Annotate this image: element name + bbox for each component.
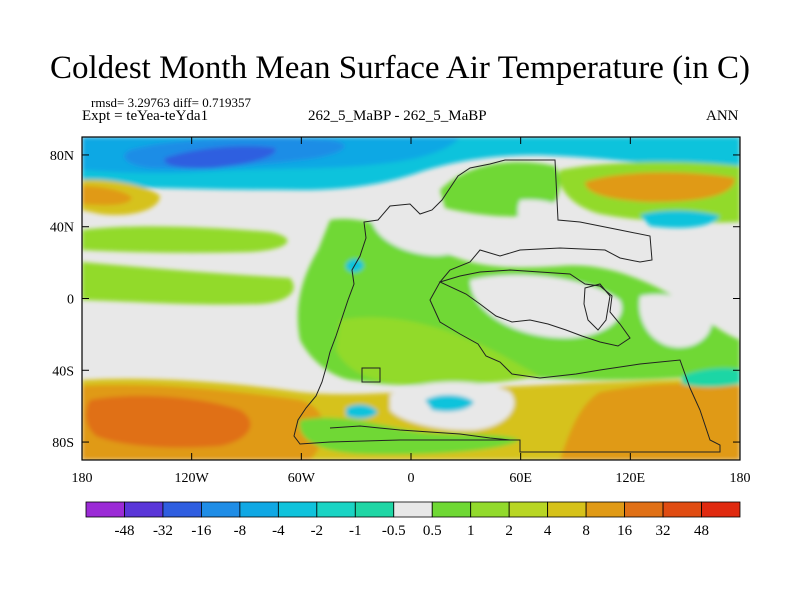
- x-tick-label: 120E: [616, 471, 646, 486]
- map-axes: 180 120W 60W 0 60E 120E 180 80N 40N 0 40S 80S: [50, 137, 751, 486]
- north-fringe-green: [82, 226, 288, 253]
- y-tick-label: 80N: [50, 149, 74, 164]
- colorbar-label: 16: [617, 523, 633, 539]
- colorbar-label: -16: [191, 523, 211, 539]
- map-field: [82, 137, 740, 460]
- eurasia-cyan-patch: [640, 210, 720, 228]
- tethys-cyan: [682, 368, 740, 387]
- stats-label: rmsd= 3.29763 diff= 0.719357: [91, 95, 251, 110]
- colorbar-swatch: [316, 501, 356, 518]
- x-tick-label: 0: [408, 471, 415, 486]
- colorbar-swatch: [701, 501, 741, 518]
- pangaea-coastline: [293, 159, 721, 453]
- eurasia-warm-core: [585, 172, 735, 202]
- season-label: ANN: [706, 108, 739, 124]
- colorbar-swatch: [393, 501, 433, 518]
- colorbar-label: 1: [467, 523, 475, 539]
- west-coast-cyan: [346, 404, 378, 419]
- x-tick-label: 60W: [288, 471, 316, 486]
- colorbar-label: 2: [505, 523, 513, 539]
- colorbar-swatch: [624, 501, 664, 518]
- colorbar-label: -32: [153, 523, 173, 539]
- colorbar-label: -8: [234, 523, 247, 539]
- colorbar-swatch: [547, 501, 587, 518]
- north-pacific-core: [82, 186, 132, 206]
- colorbar-swatch: [85, 501, 125, 518]
- colorbar-swatch: [277, 501, 318, 518]
- colorbar-label: -1: [349, 523, 362, 539]
- colorbar-swatch: [354, 501, 395, 518]
- colorbar-label: 48: [694, 523, 709, 539]
- x-tick-label: 180: [72, 471, 93, 486]
- colorbar-swatch: [508, 501, 549, 518]
- colorbar-label: -4: [272, 523, 285, 539]
- interior-neutral-north: [369, 206, 463, 256]
- colorbar-label: -2: [311, 523, 324, 539]
- continent-outlines: [293, 159, 721, 453]
- colorbar-swatch: [239, 501, 279, 518]
- x-tick-label: 180: [730, 471, 751, 486]
- colorbar-label: -48: [114, 523, 134, 539]
- colorbar-label: 8: [582, 523, 590, 539]
- tethys-inner-coast: [438, 269, 631, 347]
- gondwana-cold-pocket: [425, 394, 474, 412]
- colorbar-swatch: [124, 501, 164, 518]
- colorbar-swatch: [470, 501, 510, 518]
- southern-inlet: [361, 367, 381, 383]
- colorbar-swatch: [201, 501, 241, 518]
- pangaea-lime: [336, 317, 540, 385]
- y-tick-label: 0: [67, 293, 74, 308]
- y-tick-label: 40N: [50, 221, 74, 236]
- interior-neutral-tethys: [470, 274, 622, 339]
- case-label: 262_5_MaBP - 262_5_MaBP: [308, 108, 487, 124]
- colorbar: -48 -32 -16 -8 -4 -2 -1 -0.5 0.5 1 2 4 8 16 32 48: [85, 501, 741, 539]
- colorbar-swatch: [662, 501, 702, 518]
- colorbar-swatch: [162, 501, 202, 518]
- arctic-cold-core: [164, 146, 276, 169]
- gondwana-south-coast: [329, 425, 511, 441]
- chart-title: Coldest Month Mean Surface Air Temperatu…: [50, 50, 750, 86]
- inner-bay-coast: [583, 283, 611, 331]
- south-east-orange: [560, 383, 740, 460]
- experiment-label: Expt = teYea-teYda1: [82, 108, 209, 124]
- interior-neutral-east: [517, 199, 606, 260]
- colorbar-swatch: [431, 501, 472, 518]
- tropical-lime-strip: [82, 262, 294, 305]
- colorbar-label: 0.5: [423, 523, 442, 539]
- colorbar-swatch: [585, 501, 625, 518]
- colorbar-label: -0.5: [382, 523, 406, 539]
- interior-neutral-east-coast: [639, 294, 712, 348]
- colorbar-label: 32: [656, 523, 671, 539]
- y-tick-label: 40S: [52, 364, 74, 379]
- x-tick-label: 120W: [175, 471, 210, 486]
- south-pacific-core: [86, 395, 251, 448]
- colorbar-label: 4: [544, 523, 552, 539]
- x-tick-label: 60E: [509, 471, 532, 486]
- y-tick-label: 80S: [52, 436, 74, 451]
